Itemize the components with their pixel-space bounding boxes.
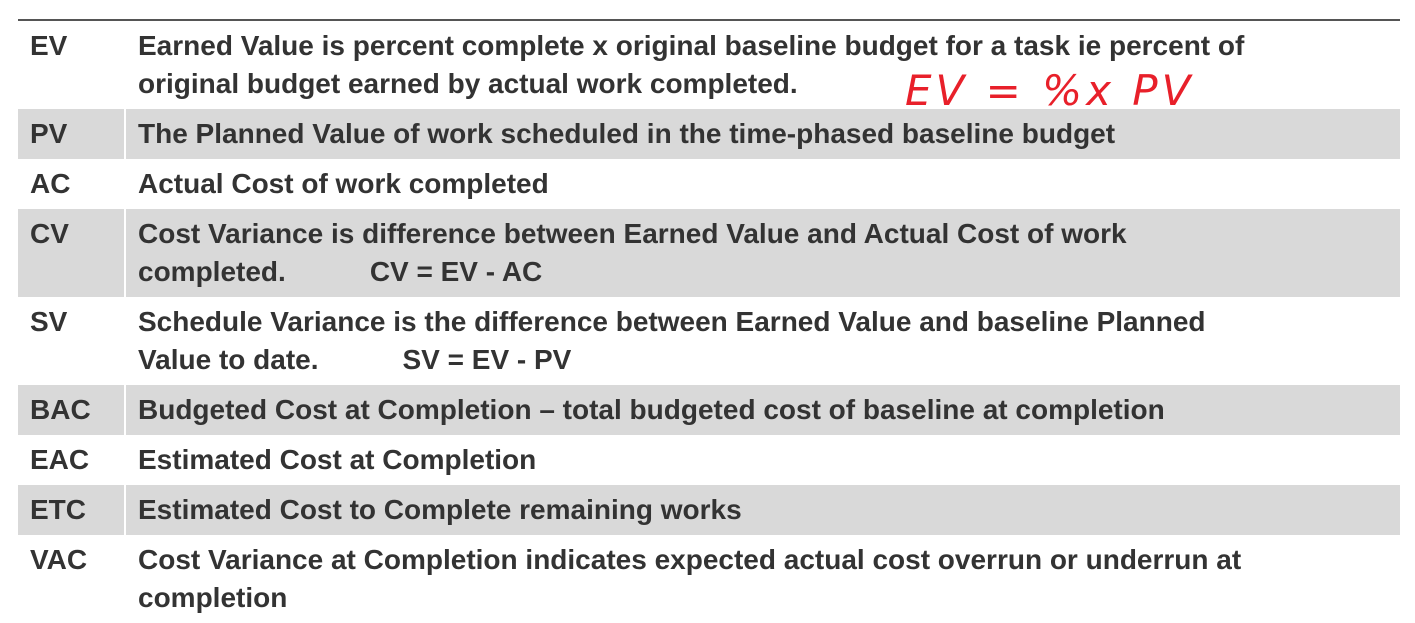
definition: Schedule Variance is the difference betw… [126, 297, 1206, 385]
table-row: PV The Planned Value of work scheduled in… [18, 109, 1400, 159]
handwritten-annotation: EV = %x PV [905, 66, 1195, 115]
table-row: VAC Cost Variance at Completion indicates… [18, 535, 1400, 623]
table-row: EAC Estimated Cost at Completion [18, 435, 1400, 485]
definition: Estimated Cost at Completion [126, 435, 536, 485]
term: ETC [18, 485, 126, 535]
definition: The Planned Value of work scheduled in t… [126, 109, 1115, 159]
formula: SV = EV - PV [402, 344, 572, 375]
term: AC [30, 168, 71, 199]
definition-line: Earned Value is percent complete x origi… [138, 30, 1245, 61]
table: EV Earned Value is percent complete x ori… [18, 19, 1400, 623]
definition: Estimated Cost to Complete remaining wor… [126, 485, 742, 535]
table-row: ETC Estimated Cost to Complete remaining … [18, 485, 1400, 535]
definition-line: Estimated Cost at Completion [138, 444, 537, 475]
definition: Cost Variance at Completion indicates ex… [126, 535, 1241, 623]
table-row: SV Schedule Variance is the difference be… [18, 297, 1400, 385]
term: PV [18, 109, 126, 159]
term: VAC [30, 544, 88, 575]
formula: CV = EV - AC [369, 256, 543, 287]
definition-line: Estimated Cost to Complete remaining wor… [138, 494, 742, 525]
definition-line: completion [138, 582, 288, 613]
definition-line: original budget earned by actual work co… [138, 68, 798, 99]
term: CV [18, 209, 126, 297]
definition-line: Actual Cost of work completed [138, 168, 549, 199]
definition: Cost Variance is difference between Earn… [126, 209, 1127, 297]
definition-line: Cost Variance at Completion indicates ex… [138, 544, 1242, 575]
definition-line: The Planned Value of work scheduled in t… [138, 118, 1116, 149]
term: BAC [18, 385, 126, 435]
table-row: CV Cost Variance is difference between Ea… [18, 209, 1400, 297]
term: EAC [30, 444, 90, 475]
table-row: AC Actual Cost of work completed [18, 159, 1400, 209]
definition: Earned Value is percent complete x origi… [126, 21, 1244, 109]
definition-line: Cost Variance is difference between Earn… [138, 218, 1127, 249]
definition-line: completed. CV = EV - AC [138, 256, 543, 287]
definition: Actual Cost of work completed [126, 159, 549, 209]
definition-line: Schedule Variance is the difference betw… [138, 306, 1206, 337]
table-row: EV Earned Value is percent complete x ori… [18, 21, 1400, 109]
term: SV [30, 306, 68, 337]
definition: Budgeted Cost at Completion – total budg… [126, 385, 1165, 435]
definition-line: Value to date. SV = EV - PV [138, 344, 572, 375]
definition-line: Budgeted Cost at Completion – total budg… [138, 394, 1165, 425]
term: EV [30, 30, 68, 61]
table-row: BAC Budgeted Cost at Completion – total b… [18, 385, 1400, 435]
